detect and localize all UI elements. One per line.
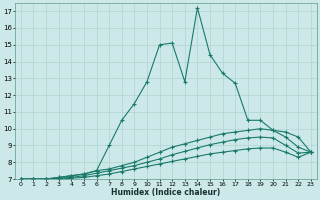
X-axis label: Humidex (Indice chaleur): Humidex (Indice chaleur) <box>111 188 220 197</box>
